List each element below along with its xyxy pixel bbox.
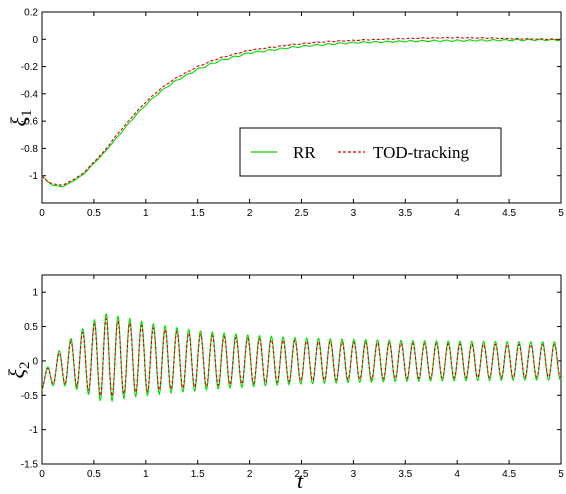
ticks-top: 0 0.5 1 1.5 2 2.5 3 3.5 4 4.5 5 0.2 0 -0.2 -0.4 -0.6 -0.…	[21, 8, 564, 220]
x-tick-label: 0	[39, 469, 45, 480]
y-tick-label: 0	[32, 356, 38, 367]
series-bottom	[41, 313, 562, 403]
x-tick-label: 1	[143, 469, 149, 480]
series-line-tod-tracking-bottom	[41, 317, 562, 398]
y-tick-label: -0.6	[21, 117, 39, 128]
y-tick-label: 1	[32, 288, 38, 299]
series-line-rr-top	[41, 38, 562, 188]
legend-label-rr: RR	[293, 143, 316, 162]
legend: RR TOD-tracking	[239, 127, 502, 177]
x-tick-label: 0	[39, 208, 45, 219]
x-tick-label: 1	[143, 208, 149, 219]
panel-top: 0 0.5 1 1.5 2 2.5 3 3.5 4 4.5 5 0.2 0 -0.2 -0.4 -0.6 -0.…	[6, 8, 564, 220]
x-tick-label: 1.5	[191, 469, 205, 480]
y-tick-label: -0.4	[21, 89, 39, 100]
x-tick-label: 3	[351, 208, 357, 219]
y-axis-label-bottom: ξ2	[4, 362, 33, 379]
y-tick-label: -1	[29, 171, 38, 182]
y-tick-label: 0.2	[24, 8, 38, 19]
x-tick-label: 1.5	[191, 208, 205, 219]
axes-frame-bottom	[41, 274, 562, 465]
x-tick-label: 3.5	[398, 208, 412, 219]
x-tick-label: 2.5	[295, 208, 309, 219]
x-tick-label: 3	[351, 469, 357, 480]
x-tick-label: 4	[454, 208, 460, 219]
y-axis-label-top: ξ1	[6, 110, 35, 127]
ticks-bottom: 0 0.5 1 1.5 2 2.5 3 3.5 4 4.5 5 1 0.5 0 -0.5 -1 -1.5	[21, 275, 564, 480]
legend-box	[239, 127, 502, 177]
x-tick-label: 4.5	[502, 469, 516, 480]
panel-bottom: 0 0.5 1 1.5 2 2.5 3 3.5 4 4.5 510.50-0.5-1-1.5 ξ2 …	[4, 274, 564, 493]
x-tick-label: 2	[247, 469, 253, 480]
x-tick-label: 4	[454, 469, 460, 480]
y-tick-label: 0	[32, 35, 38, 46]
y-tick-label: 0.5	[24, 322, 38, 333]
y-tick-label: -0.2	[21, 62, 39, 73]
series-line-tod-tracking-top	[41, 36, 562, 186]
x-tick-label: 0.5	[87, 469, 101, 480]
series-top	[41, 36, 562, 188]
y-tick-label: -0.5	[21, 391, 39, 402]
x-axis-label-bottom: t	[297, 468, 304, 493]
x-tick-label: 5	[558, 469, 564, 480]
x-tick-label: 5	[558, 208, 564, 219]
x-tick-label: 2.5	[295, 469, 309, 480]
y-tick-label: -0.8	[21, 144, 39, 155]
y-tick-label: -1.5	[21, 460, 39, 471]
x-tick-label: 0.5	[87, 208, 101, 219]
legend-label-tod: TOD-tracking	[373, 143, 469, 162]
x-tick-label: 3.5	[398, 469, 412, 480]
y-tick-label: -1	[29, 425, 38, 436]
x-tick-label: 2	[247, 208, 253, 219]
x-tick-label: 4.5	[502, 208, 516, 219]
